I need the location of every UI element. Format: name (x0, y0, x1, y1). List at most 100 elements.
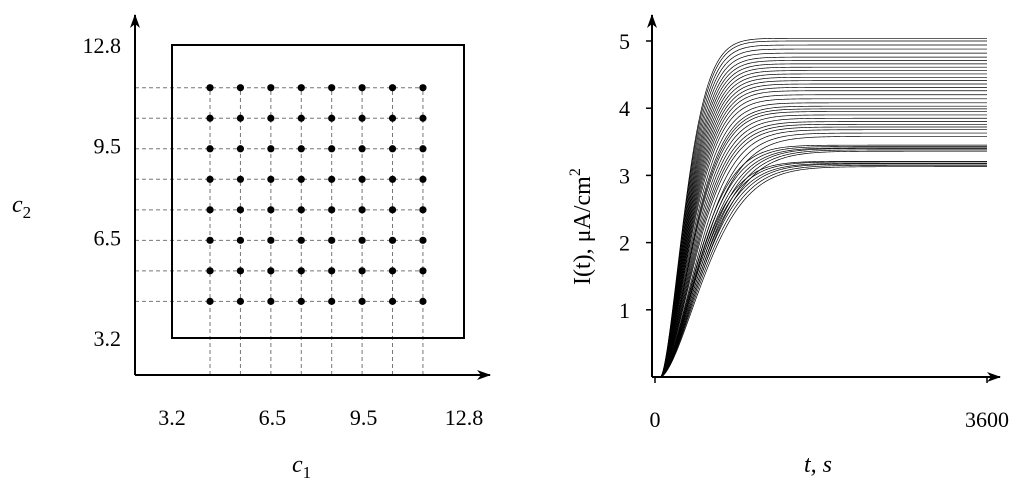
y-tick-label: 3.2 (94, 326, 122, 351)
current-curve (655, 147, 987, 378)
grid-point (236, 206, 245, 214)
grid-point (358, 84, 366, 92)
grid-point (206, 175, 214, 183)
current-curve (655, 160, 987, 378)
grid-point (236, 114, 245, 122)
y-tick-label: 4 (619, 96, 630, 121)
grid-point (297, 297, 305, 305)
current-curve (655, 90, 987, 378)
x-tick-label: 12.8 (445, 405, 484, 430)
current-curve (655, 80, 987, 378)
parameter-grid-panel: 3.2 6.5 9.5 12.8 3.26.59.512.8 c1 c2 (12, 14, 491, 482)
y-axis-label-sub: 2 (23, 203, 32, 222)
grid-point (328, 145, 336, 153)
grid-point (206, 206, 214, 214)
curves (655, 37, 987, 378)
y-tick-label: 6.5 (94, 225, 122, 250)
current-curve (655, 166, 987, 378)
grid-point (419, 206, 427, 214)
current-curve (655, 121, 987, 378)
grid-point (388, 84, 397, 92)
current-curve (655, 111, 987, 378)
current-curve (655, 60, 987, 378)
grid-point (267, 114, 275, 122)
grid-point (267, 206, 275, 214)
y-tick-label: 1 (619, 298, 630, 323)
grid-point (328, 114, 336, 122)
y-axis-label: I(t), μA/cm2 (567, 168, 596, 285)
current-curve (655, 114, 987, 378)
grid-point (328, 206, 336, 214)
current-curve (655, 149, 987, 378)
current-curve (655, 48, 987, 378)
grid-point (297, 114, 305, 122)
grid-point (419, 84, 427, 92)
current-curve (655, 161, 987, 378)
grid-point (419, 145, 427, 153)
current-curve (655, 56, 987, 378)
y-axis-label-sup: 2 (567, 168, 584, 176)
grid-point (297, 145, 305, 153)
grid-point (419, 267, 427, 275)
x-axis-label: t, s (804, 452, 832, 478)
grid-point (419, 175, 427, 183)
y-tick-label: 2 (619, 231, 630, 256)
guide-lines (135, 87, 424, 375)
grid-point (388, 114, 397, 122)
current-curve (655, 94, 987, 378)
grid-point (206, 84, 214, 92)
grid-point (388, 206, 397, 214)
x-tick-label: 3.2 (158, 405, 186, 430)
x-axis-label-main: c (292, 452, 303, 478)
grid-point (236, 145, 245, 153)
current-curve (655, 105, 987, 378)
y-tick-label: 9.5 (94, 134, 122, 159)
current-curve (655, 44, 987, 378)
current-curve (655, 52, 987, 378)
current-curve (655, 102, 987, 378)
grid-point (328, 236, 336, 244)
grid-point (236, 236, 245, 244)
current-curve (655, 87, 987, 378)
grid-point (236, 175, 245, 183)
y-tick-labels: 1 2 3 4 5 (619, 29, 652, 323)
current-curve (655, 150, 987, 378)
grid-point (206, 236, 214, 244)
current-curve (655, 98, 987, 378)
current-curve (655, 132, 987, 378)
grid-point (419, 297, 427, 305)
current-curve (655, 129, 987, 378)
x-axis-label: c1 (292, 452, 311, 482)
current-curve (655, 70, 987, 378)
grid-point (328, 84, 336, 92)
grid-point (328, 297, 336, 305)
grid-point (267, 145, 275, 153)
x-axis-label-sub: 1 (303, 463, 312, 482)
y-axis-label: c2 (12, 192, 31, 222)
current-curve (655, 37, 987, 378)
current-curve (655, 73, 987, 378)
grid-point (267, 175, 275, 183)
grid-point (328, 175, 336, 183)
grid-point (419, 114, 427, 122)
grid-point (358, 236, 366, 244)
grid-point (297, 267, 305, 275)
grid-point (297, 175, 305, 183)
current-curve (655, 117, 987, 378)
grid-point (358, 114, 366, 122)
grid-points (206, 84, 427, 305)
x-tick-labels: 3.2 6.5 9.5 12.8 (158, 405, 483, 430)
current-curve (655, 66, 987, 378)
y-tick-label: 3 (619, 163, 630, 188)
grid-point (267, 84, 275, 92)
grid-point (358, 175, 366, 183)
current-curve (655, 40, 987, 378)
grid-point (206, 297, 214, 305)
current-curve (655, 76, 987, 378)
current-curve (655, 162, 987, 378)
grid-point (236, 267, 245, 275)
current-curve (655, 63, 987, 378)
grid-point (388, 267, 397, 275)
grid-point (206, 145, 214, 153)
